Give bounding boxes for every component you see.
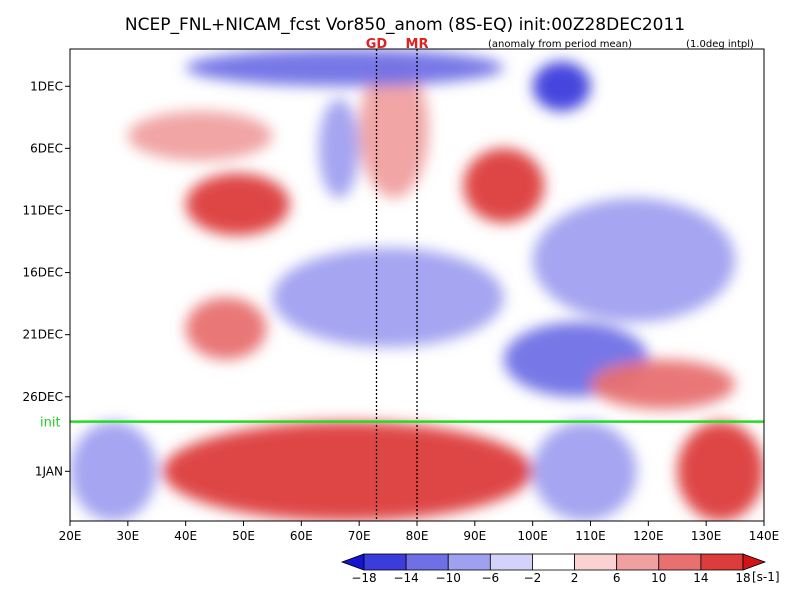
anomaly-feature-4 <box>127 111 273 161</box>
anomaly-feature-14 <box>70 421 157 521</box>
x-tick-label-40: 40E <box>174 529 197 543</box>
colorbar-label-5: −2 <box>524 571 542 585</box>
marker-label-mr: MR <box>406 37 429 52</box>
colorbar-label-1: −18 <box>351 571 376 585</box>
y-tick-label-2: 6DEC <box>30 141 63 155</box>
x-tick-label-120: 120E <box>633 529 664 543</box>
x-tick-label-90: 90E <box>463 529 486 543</box>
x-tick-label-30: 30E <box>116 529 139 543</box>
x-axis: 20E 30E 40E 50E 60E 70E 80E 90E 100E 110E 120E 130E… <box>59 521 780 543</box>
plot-area <box>69 48 765 522</box>
colorbar-box-4 <box>489 553 533 571</box>
x-tick-label-80: 80E <box>406 529 429 543</box>
y-tick-label-5: 21DEC <box>23 328 63 342</box>
chart-title: NCEP_FNL+NICAM_fcst Vor850_anom (8S-EQ) … <box>125 15 685 35</box>
colorbar-label-9: 14 <box>693 571 708 585</box>
colorbar-low-arrow <box>340 553 365 571</box>
y-tick-label-7: 1JAN <box>35 464 63 478</box>
colorbar-box-8 <box>658 553 702 571</box>
colorbar-label-8: 10 <box>651 571 666 585</box>
annotation-anomaly: (anomaly from period mean) <box>488 39 632 50</box>
init-label: init <box>40 416 61 431</box>
y-tick-label-4: 16DEC <box>23 266 63 280</box>
colorbar-label-3: −10 <box>436 571 461 585</box>
anomaly-feature-7 <box>272 247 504 348</box>
anomaly-feature-11 <box>532 61 591 112</box>
x-tick-label-140: 140E <box>749 529 780 543</box>
anomaly-feature-12 <box>590 359 736 410</box>
colorbar-box-2 <box>405 553 449 571</box>
anomaly-feature-15 <box>532 421 637 521</box>
y-tick-label-6: 26DEC <box>23 390 63 404</box>
x-tick-label-100: 100E <box>517 529 548 543</box>
x-tick-label-20: 20E <box>59 529 82 543</box>
colorbar-box-3 <box>447 553 491 571</box>
anomaly-feature-2 <box>185 297 267 360</box>
plot-overlay <box>70 49 764 521</box>
colorbar-box-6 <box>574 553 618 571</box>
colorbar-box-5 <box>532 553 575 571</box>
colorbar-unit: [s-1] <box>752 570 780 584</box>
y-axis: 1DEC 6DEC 11DEC 16DEC 21DEC 26DEC 1JAN <box>23 79 70 478</box>
anomaly-feature-10 <box>185 49 504 87</box>
colorbar-label-7: 6 <box>613 571 621 585</box>
anomaly-feature-3 <box>463 148 545 223</box>
anomaly-feature-13 <box>162 421 533 521</box>
y-tick-label-3: 11DEC <box>23 203 63 217</box>
annotation-interp: (1.0deg intpl) <box>686 39 754 50</box>
colorbar-label-4: −6 <box>481 571 499 585</box>
colorbar-label-6: 2 <box>571 571 579 585</box>
anomaly-blobs <box>70 49 764 521</box>
anomaly-feature-1 <box>185 173 290 236</box>
x-tick-label-110: 110E <box>575 529 606 543</box>
x-tick-label-50: 50E <box>232 529 255 543</box>
colorbar-box-7 <box>616 553 660 571</box>
colorbar-label-2: −14 <box>393 571 418 585</box>
x-tick-label-130: 130E <box>691 529 722 543</box>
colorbar-high-arrow <box>742 553 767 571</box>
x-tick-label-60: 60E <box>290 529 313 543</box>
anomaly-feature-16 <box>677 421 764 521</box>
x-tick-label-70: 70E <box>348 529 371 543</box>
anomaly-feature-5 <box>359 61 429 198</box>
anomaly-feature-6 <box>318 98 360 199</box>
y-tick-label-1: 1DEC <box>30 79 63 93</box>
colorbar-label-10: 18 <box>735 571 750 585</box>
anomaly-feature-8 <box>532 198 736 323</box>
colorbar-box-9 <box>700 553 744 571</box>
marker-label-go: GD <box>366 37 388 52</box>
anomaly-field <box>70 49 764 521</box>
colorbar: −18 −14 −10 −6 −2 2 6 10 14 18 <box>340 553 767 585</box>
colorbar-box-1 <box>363 553 407 571</box>
